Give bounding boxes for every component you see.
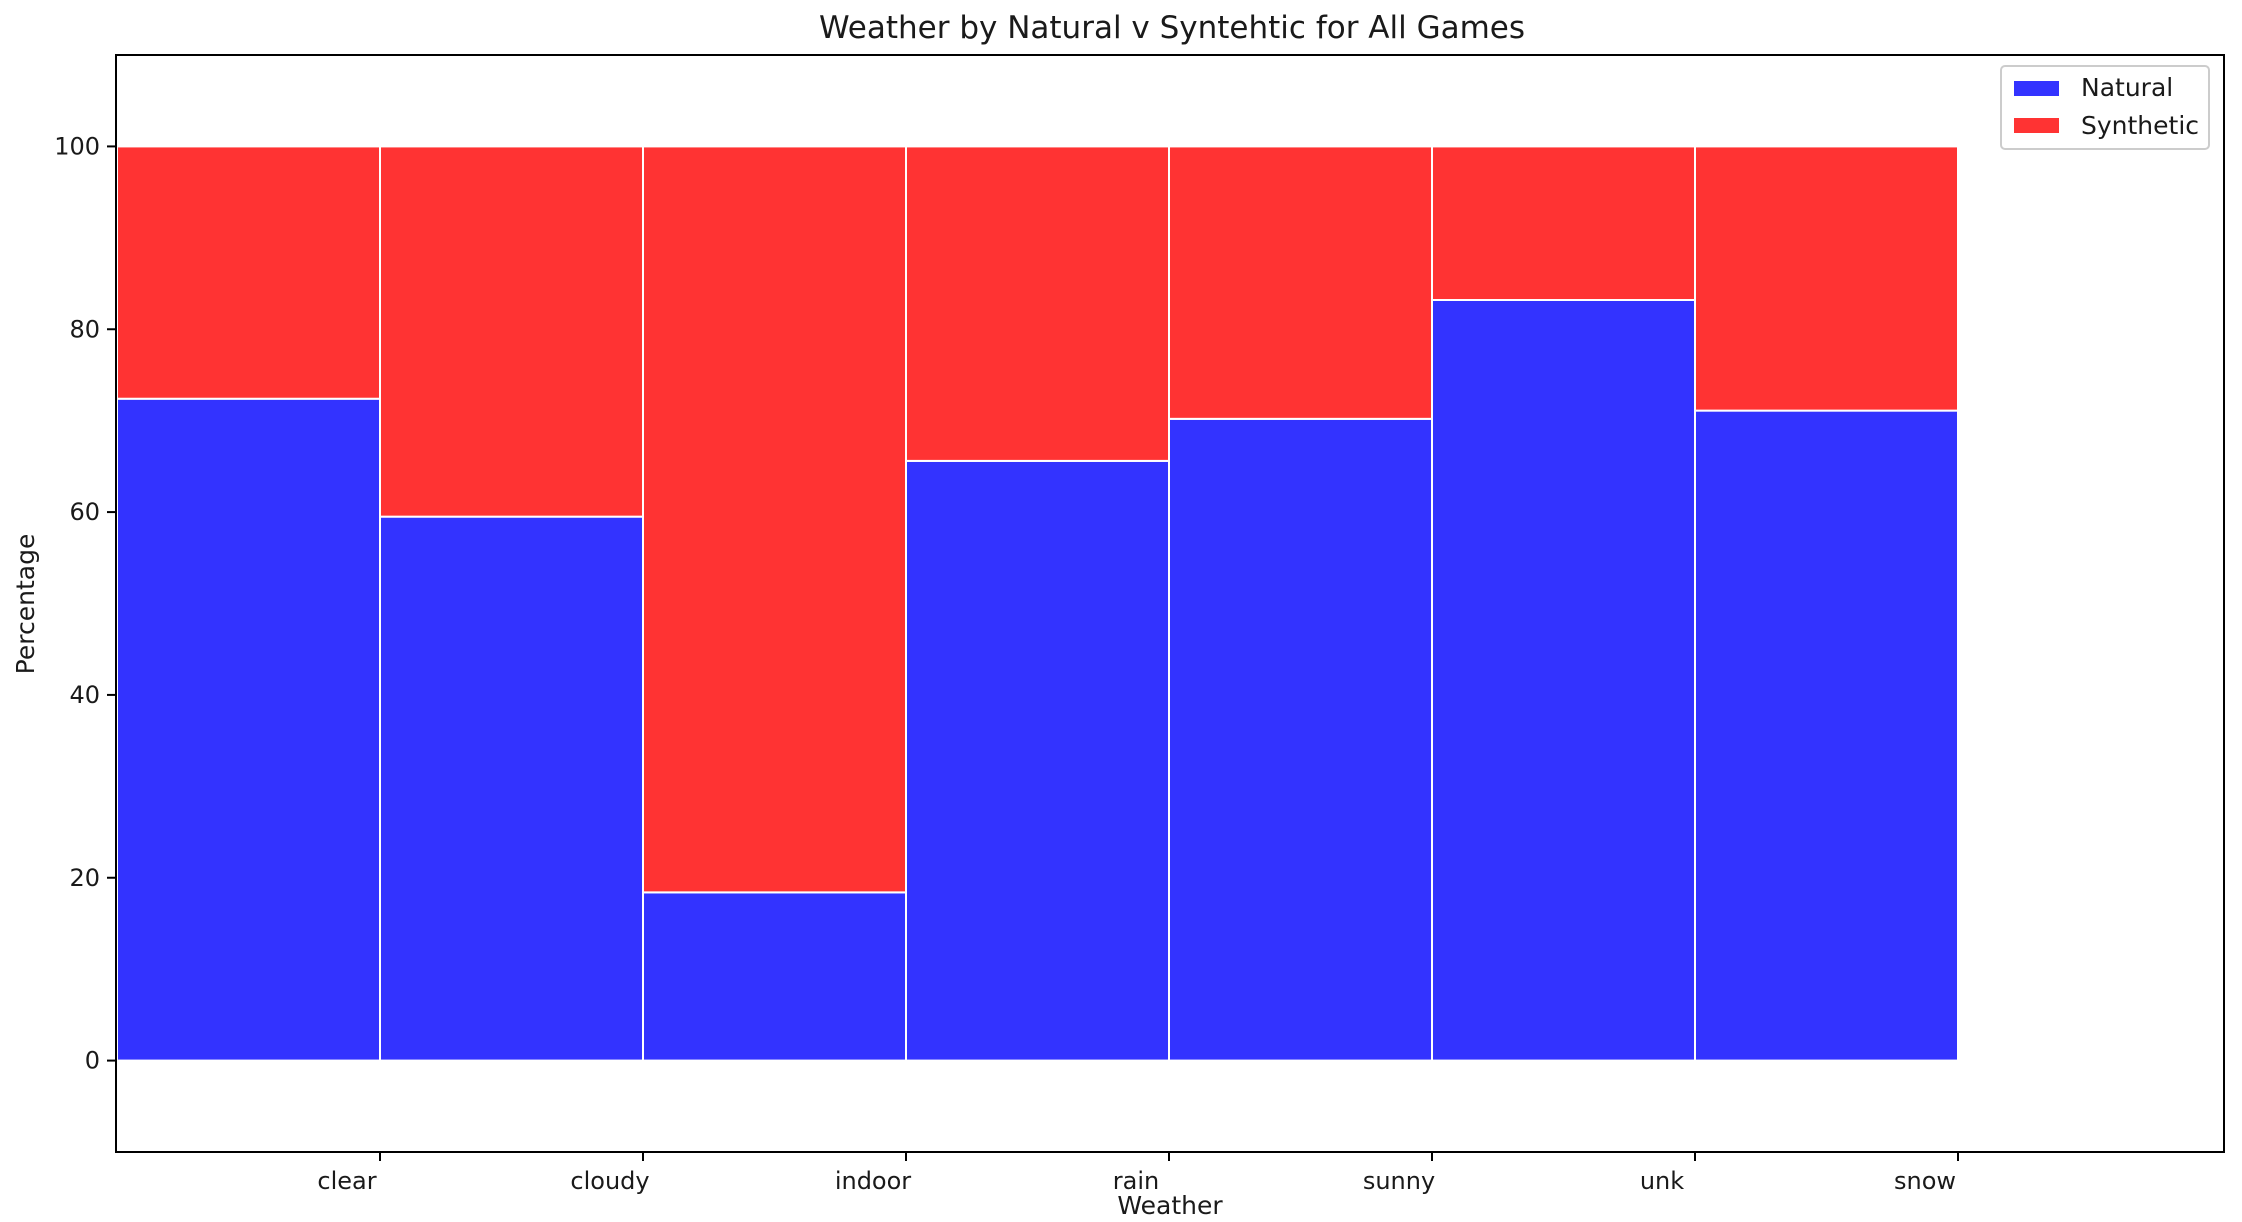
x-tick-label-unk: unk (1640, 1167, 1684, 1195)
y-tick-label: 80 (69, 315, 100, 343)
bar-natural-unk (1431, 298, 1696, 1062)
y-tick-label: 60 (69, 498, 100, 526)
x-tick-label-sunny: sunny (1363, 1167, 1435, 1195)
bar-natural-sunny (1168, 417, 1433, 1062)
y-tick-label: 0 (85, 1047, 100, 1075)
x-axis: clear cloudy indoor rain sunny unk snow (317, 1152, 1959, 1195)
x-tick-label-rain: rain (1113, 1167, 1159, 1195)
bar-natural-rain (905, 459, 1170, 1062)
x-tick-label-clear: clear (317, 1167, 376, 1195)
y-tick-label: 100 (54, 132, 100, 160)
y-axis-label: Percentage (11, 534, 40, 675)
bar-synthetic-snow (1694, 145, 1959, 412)
bar-synthetic-clear (116, 145, 381, 400)
y-tick-label: 40 (69, 681, 100, 709)
x-tick-label-cloudy: cloudy (570, 1167, 649, 1195)
legend-swatch-natural (2014, 81, 2059, 96)
x-tick-label-snow: snow (1894, 1167, 1956, 1195)
bar-natural-clear (116, 397, 381, 1062)
legend-label-natural: Natural (2081, 73, 2173, 102)
bar-natural-snow (1694, 409, 1959, 1062)
bar-synthetic-cloudy (379, 145, 644, 518)
x-axis-label: Weather (1117, 1191, 1223, 1220)
bars-layer (116, 145, 1959, 1062)
legend: Natural Synthetic (2000, 65, 2210, 150)
legend-swatch-synthetic (2014, 118, 2059, 133)
bar-synthetic-unk (1431, 145, 1696, 301)
legend-label-synthetic: Synthetic (2081, 111, 2199, 140)
bar-synthetic-rain (905, 145, 1170, 462)
bar-synthetic-indoor (642, 145, 907, 894)
y-tick-label: 20 (69, 864, 100, 892)
bar-natural-cloudy (379, 515, 644, 1062)
bar-synthetic-sunny (1168, 145, 1433, 420)
y-axis: 0 20 40 60 80 100 (54, 132, 116, 1075)
bar-natural-indoor (642, 891, 907, 1062)
chart-title: Weather by Natural v Syntehtic for All G… (819, 10, 1525, 46)
x-tick-label-indoor: indoor (835, 1167, 911, 1195)
